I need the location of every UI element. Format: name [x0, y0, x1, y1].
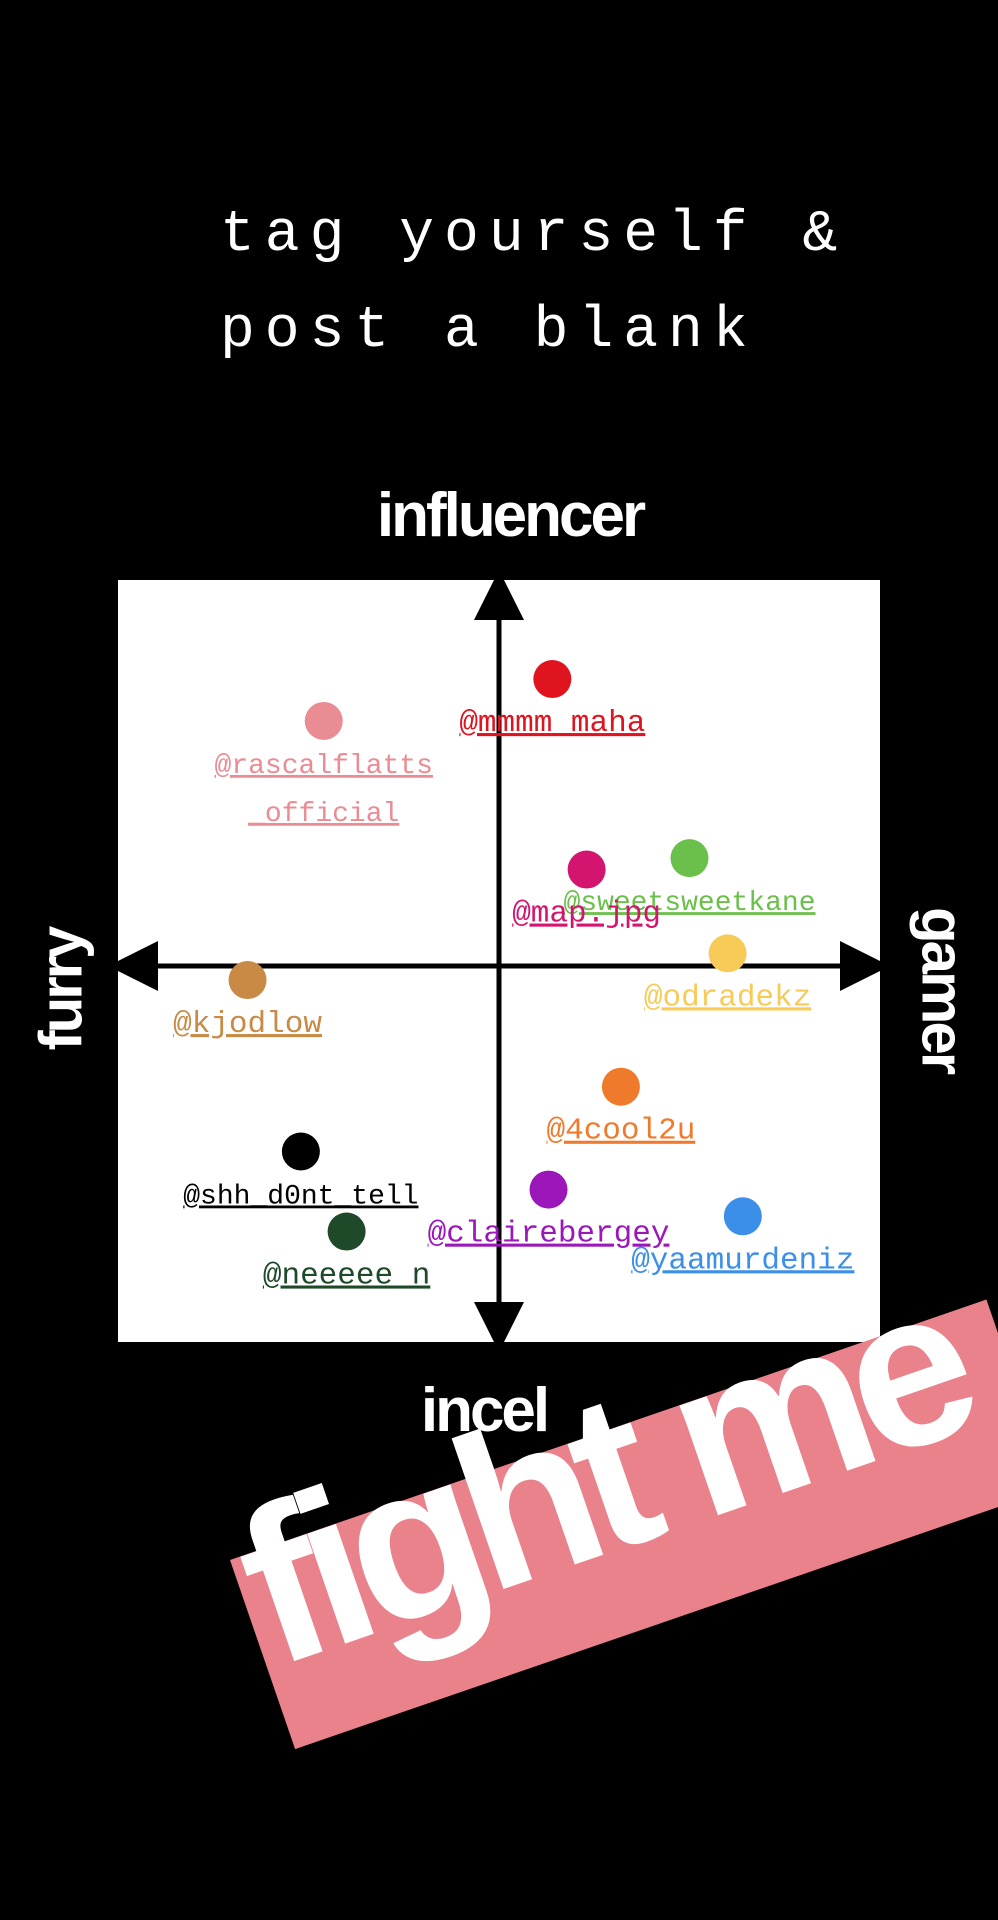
point-label: @map.jpg	[512, 897, 661, 932]
point-label: @sweetsweetkane	[563, 888, 815, 919]
point-label: @mmmm_maha	[459, 706, 645, 741]
point-label: @shh_d0nt_tell	[183, 1182, 418, 1213]
point-label: @odradekz	[644, 980, 811, 1015]
point-marker	[281, 1132, 320, 1171]
axis-label-bottom: incel	[420, 1376, 550, 1445]
point-marker	[304, 701, 343, 740]
alignment-chart: @mmmm_maha @rascalflatts _official @sweetsw…	[118, 580, 880, 1342]
point-label: @neeeee_n	[263, 1259, 430, 1294]
point-label: @yaamurdeniz	[631, 1243, 854, 1278]
point-marker	[670, 839, 709, 878]
axis-label-top: influencer	[376, 481, 646, 550]
point-label: @clairebergey	[428, 1217, 670, 1252]
caption-line-1: tag yourself &	[220, 203, 848, 268]
axis-label-left: furry	[27, 928, 95, 1051]
point-label: _official	[247, 799, 399, 830]
point-marker	[327, 1212, 366, 1251]
point-label: @4cool2u	[547, 1114, 696, 1149]
axis-label-right: gamer	[909, 906, 977, 1073]
point-marker	[533, 660, 572, 699]
chart-svg: @mmmm_maha @rascalflatts _official @sweetsw…	[118, 580, 880, 1342]
caption-line-2: post a blank	[220, 299, 758, 364]
point-label: @rascalflatts	[215, 751, 433, 782]
point-marker	[529, 1170, 568, 1209]
point-marker	[723, 1197, 762, 1236]
point-marker	[567, 850, 606, 889]
story-caption: tag yourself & post a blank	[220, 188, 847, 380]
point-marker	[228, 961, 267, 1000]
point-marker	[601, 1067, 640, 1106]
point-label: @kjodlow	[173, 1007, 322, 1042]
point-marker	[708, 934, 747, 973]
